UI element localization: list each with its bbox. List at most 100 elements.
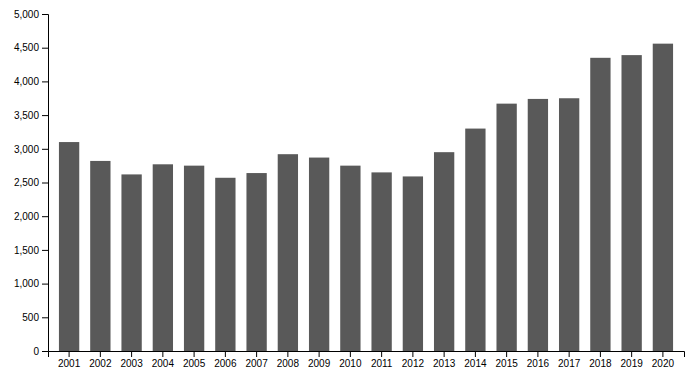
y-tick: 500: [22, 312, 48, 323]
tick-label: 1,500: [14, 245, 39, 256]
tick-mark: [381, 351, 382, 357]
tick-mark: [444, 351, 445, 357]
bar: [184, 166, 204, 351]
tick-mark: [42, 14, 48, 15]
y-axis: 05001,0001,5002,0002,5003,0003,5004,0004…: [14, 9, 49, 357]
tick-mark: [319, 351, 320, 357]
x-tick: 2003: [120, 351, 143, 369]
bar: [246, 173, 266, 351]
tick-mark: [42, 351, 48, 352]
tick-label: 5,000: [14, 9, 39, 20]
x-tick: 2008: [277, 351, 300, 369]
x-tick: 2017: [558, 351, 581, 369]
tick-label: 4,500: [14, 42, 39, 53]
tick-mark: [412, 351, 413, 357]
tick-label: 2003: [120, 358, 143, 369]
tick-mark: [537, 351, 538, 357]
tick-label: 2009: [308, 358, 331, 369]
axis-line: [49, 352, 685, 358]
y-tick: 1,500: [14, 245, 48, 256]
y-tick: 5,000: [14, 9, 48, 20]
x-tick: 2013: [433, 351, 456, 369]
x-tick: 2007: [245, 351, 268, 369]
tick-mark: [42, 81, 48, 82]
bar: [590, 58, 610, 351]
x-tick: 2009: [308, 351, 331, 369]
bar: [278, 154, 298, 351]
tick-mark: [42, 149, 48, 150]
tick-label: 2015: [496, 358, 519, 369]
tick-label: 2016: [527, 358, 550, 369]
x-tick: 2011: [371, 351, 393, 369]
bar: [371, 172, 391, 351]
tick-mark: [42, 317, 48, 318]
tick-mark: [225, 351, 226, 357]
bar: [153, 164, 173, 351]
tick-label: 2020: [652, 358, 675, 369]
bar: [340, 166, 360, 351]
tick-label: 2017: [558, 358, 581, 369]
tick-label: 2,000: [14, 211, 39, 222]
tick-label: 3,500: [14, 110, 39, 121]
tick-label: 2014: [464, 358, 487, 369]
tick-label: 3,000: [14, 144, 39, 155]
tick-mark: [42, 250, 48, 251]
bar: [528, 99, 548, 351]
tick-label: 2007: [245, 358, 268, 369]
tick-label: 2004: [152, 358, 175, 369]
axis-line: [42, 15, 49, 352]
bar: [309, 158, 329, 351]
tick-label: 2005: [183, 358, 206, 369]
x-tick: 2006: [214, 351, 237, 369]
tick-label: 2011: [371, 358, 393, 369]
bar: [621, 55, 641, 351]
tick-label: 2013: [433, 358, 456, 369]
tick-mark: [194, 351, 195, 357]
bar: [559, 98, 579, 351]
x-axis: 2001 2002 2003 2004 2005 2006 2007 2008 2009 2010…: [49, 351, 685, 369]
tick-label: 2001: [58, 358, 81, 369]
bar: [496, 104, 516, 351]
tick-label: 2012: [402, 358, 425, 369]
bar: [90, 161, 110, 351]
y-tick: 3,000: [14, 144, 48, 155]
bar: [215, 178, 235, 351]
x-tick: 2004: [152, 351, 175, 369]
x-tick: 2001: [58, 351, 81, 369]
x-tick: 2010: [339, 351, 362, 369]
tick-mark: [256, 351, 257, 357]
y-tick: 0: [33, 346, 48, 357]
tick-label: 2019: [621, 358, 644, 369]
tick-mark: [42, 48, 48, 49]
tick-mark: [569, 351, 570, 357]
tick-mark: [42, 115, 48, 116]
x-tick: 2016: [527, 351, 550, 369]
y-tick: 2,500: [14, 177, 48, 188]
tick-mark: [162, 351, 163, 357]
y-tick: 2,000: [14, 211, 48, 222]
x-tick: 2018: [589, 351, 612, 369]
x-tick: 2012: [402, 351, 425, 369]
x-tick: 2005: [183, 351, 206, 369]
bars: [59, 44, 673, 351]
bar: [121, 174, 141, 351]
x-tick: 2014: [464, 351, 487, 369]
tick-label: 0: [33, 346, 39, 357]
bar: [465, 129, 485, 351]
y-tick: 4,000: [14, 76, 48, 87]
tick-mark: [100, 351, 101, 357]
tick-label: 2010: [339, 358, 362, 369]
y-tick: 3,500: [14, 110, 48, 121]
tick-mark: [631, 351, 632, 357]
tick-label: 2006: [214, 358, 237, 369]
tick-label: 2,500: [14, 177, 39, 188]
x-tick: 2002: [89, 351, 112, 369]
plot: 2001 2002 2003 2004 2005 2006 2007 2008 2009 2010…: [14, 9, 685, 369]
bar: [653, 44, 673, 351]
tick-label: 2008: [277, 358, 300, 369]
x-tick: 2019: [621, 351, 644, 369]
tick-mark: [42, 284, 48, 285]
x-tick: 2015: [496, 351, 519, 369]
bar: [403, 176, 423, 351]
tick-mark: [42, 183, 48, 184]
